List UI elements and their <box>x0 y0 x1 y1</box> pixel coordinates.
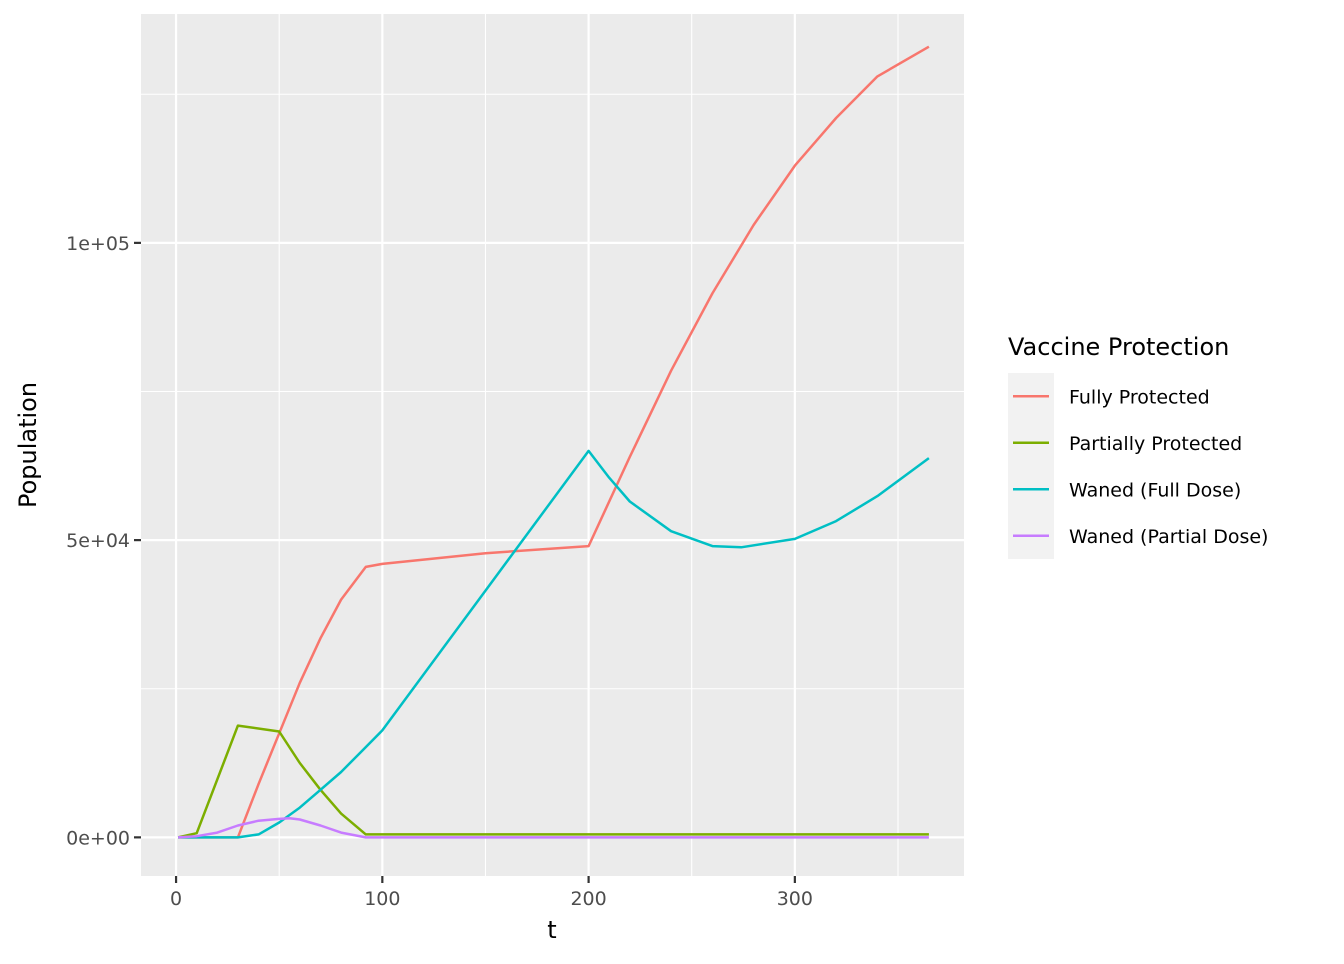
legend-key-background <box>1008 373 1054 559</box>
y-tick-label: 1e+05 <box>66 233 130 255</box>
series-line-waned-full-dose <box>178 449 930 839</box>
series-line-partially-protected <box>177 724 929 839</box>
legend-label-waned-full-dose: Waned (Full Dose) <box>1069 479 1241 501</box>
legend-label-fully-protected: Fully Protected <box>1069 386 1210 408</box>
minor-gridlines <box>141 14 964 876</box>
x-tick-labels: 0 100 200 300 <box>170 888 813 910</box>
y-axis-title: Population <box>14 382 42 508</box>
legend-items: Fully Protected Partially Protected Waned … <box>1008 373 1268 559</box>
x-axis-title: t <box>547 916 556 944</box>
x-tick-label: 300 <box>777 888 813 910</box>
x-tick-label: 200 <box>570 888 606 910</box>
legend-label-partially-protected: Partially Protected <box>1069 433 1242 455</box>
y-tick-label: 5e+04 <box>66 530 130 552</box>
major-gridlines <box>141 14 964 876</box>
plot-panel <box>141 14 964 876</box>
series-lines <box>177 45 930 839</box>
x-tick-label: 0 <box>170 888 182 910</box>
y-tick-labels: 0e+00 5e+04 1e+05 <box>66 233 130 849</box>
axis-ticks <box>134 241 796 883</box>
x-tick-label: 100 <box>364 888 400 910</box>
y-tick-label: 0e+00 <box>66 827 130 849</box>
series-line-waned-partial-dose <box>178 817 929 839</box>
legend-label-waned-partial-dose: Waned (Partial Dose) <box>1069 526 1268 548</box>
legend-title: Vaccine Protection <box>1008 333 1229 361</box>
legend: Vaccine Protection Fully Protected Partia… <box>1008 333 1268 559</box>
